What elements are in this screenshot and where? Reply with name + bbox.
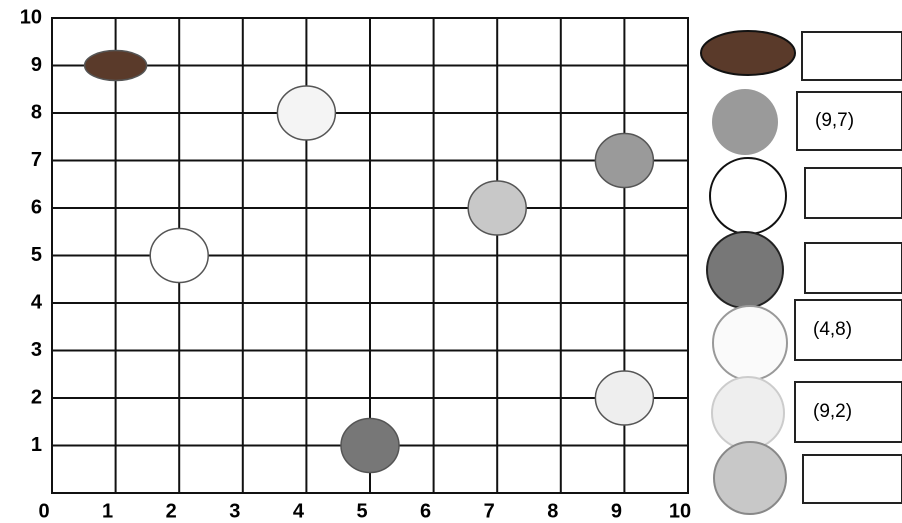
volleyball-icon [711, 376, 785, 450]
answer-box [794, 381, 902, 443]
ball-point [594, 370, 655, 426]
y-tick-label: 6 [31, 196, 42, 218]
answer-box [801, 31, 902, 81]
beachball-icon [713, 441, 787, 515]
answer-box [796, 91, 902, 151]
basketball-icon [706, 231, 784, 309]
soccer-icon [709, 157, 787, 235]
y-tick-label: 5 [31, 244, 42, 266]
x-tick-label: 10 [669, 500, 691, 522]
x-tick-label: 5 [356, 500, 367, 522]
y-tick-label: 9 [31, 54, 42, 76]
y-tick-label: 3 [31, 339, 42, 361]
ball-point [83, 49, 148, 82]
x-tick-label: 6 [420, 500, 431, 522]
ball-point [594, 132, 655, 189]
y-tick-label: 10 [20, 6, 42, 28]
tennis-icon [712, 89, 778, 155]
ball-point [340, 417, 400, 474]
y-tick-label: 7 [31, 149, 42, 171]
y-tick-label: 1 [31, 434, 42, 456]
x-tick-label: 1 [102, 500, 113, 522]
x-tick-label: 9 [611, 500, 622, 522]
answer-box [804, 167, 902, 219]
y-tick-label: 4 [31, 291, 43, 313]
y-tick-label: 2 [31, 386, 42, 408]
answer-box [794, 299, 902, 361]
answer-text: (9,2) [813, 401, 852, 422]
football-icon [700, 30, 796, 76]
x-tick-label: 8 [547, 500, 558, 522]
ball-point [467, 180, 527, 236]
answer-box [802, 454, 902, 504]
y-tick-label: 8 [31, 101, 42, 123]
x-tick-label: 4 [293, 500, 305, 522]
ball-point [276, 85, 337, 141]
x-tick-label: 3 [229, 500, 240, 522]
x-tick-label: 0 [38, 500, 49, 522]
ball-point [149, 227, 209, 284]
baseball-icon [712, 305, 788, 381]
legend-icons [700, 30, 796, 515]
x-tick-label: 2 [166, 500, 177, 522]
answer-box [804, 242, 902, 294]
answer-text: (9,7) [815, 110, 854, 131]
answer-text: (4,8) [813, 319, 852, 340]
x-tick-label: 7 [484, 500, 495, 522]
